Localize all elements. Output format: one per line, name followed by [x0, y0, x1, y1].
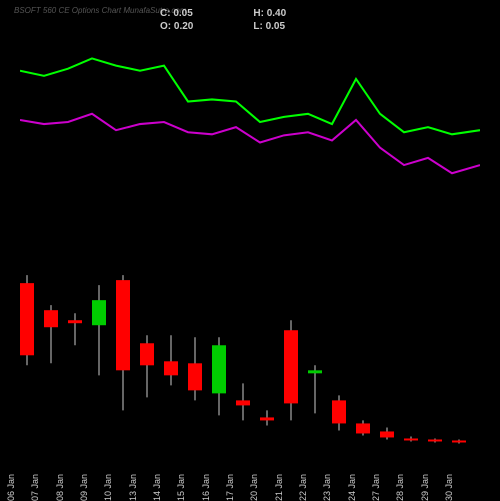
candle-body [380, 431, 394, 437]
ohlc-panel: C: 0.05 O: 0.20 H: 0.40 L: 0.05 [160, 8, 286, 32]
candle-body [44, 310, 58, 327]
candle-body [68, 320, 82, 323]
candle-body [404, 438, 418, 440]
candle-body [20, 283, 34, 355]
ohlc-low: L: 0.05 [253, 21, 286, 32]
candle-body [284, 330, 298, 403]
candle-body [188, 363, 202, 390]
candle-body [92, 300, 106, 325]
indicator-line-2 [20, 114, 480, 173]
candle-body [428, 439, 442, 441]
candle-body [452, 440, 466, 442]
candle-body [236, 400, 250, 405]
ohlc-close: C: 0.05 [160, 8, 193, 19]
candle-body [332, 400, 346, 423]
x-axis-label: 30 Jan [444, 479, 494, 501]
ohlc-open: O: 0.20 [160, 21, 193, 32]
candle-body [140, 343, 154, 365]
candle-body [212, 345, 226, 393]
indicator-line-1 [20, 58, 480, 134]
candle-body [116, 280, 130, 370]
candle-body [308, 370, 322, 373]
indicator-lines [20, 40, 480, 204]
candlestick-chart [20, 225, 480, 451]
ohlc-high: H: 0.40 [253, 8, 286, 19]
candle-body [260, 417, 274, 420]
chart-area [20, 40, 480, 450]
candle-body [356, 423, 370, 433]
candle-body [164, 361, 178, 375]
x-axis: 06 Jan07 Jan08 Jan09 Jan10 Jan13 Jan14 J… [20, 450, 480, 500]
